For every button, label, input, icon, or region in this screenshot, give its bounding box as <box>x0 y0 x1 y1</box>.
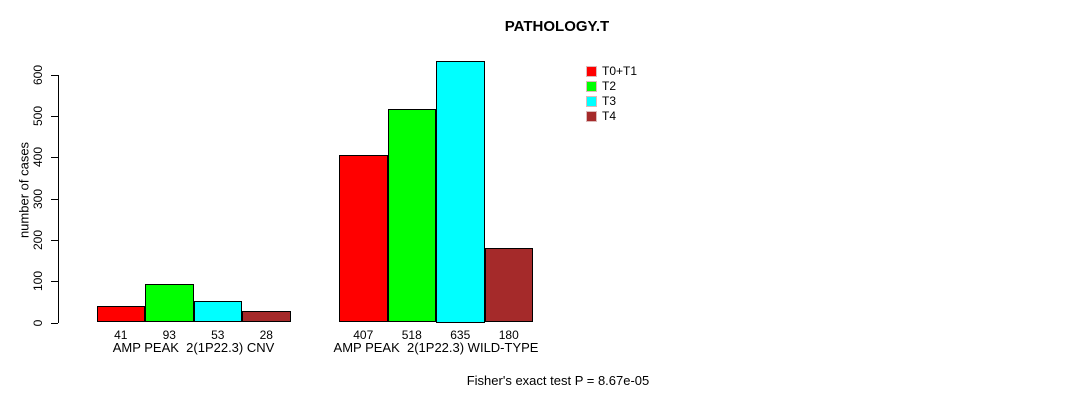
legend-label: T2 <box>602 79 617 93</box>
bar-t3 <box>193 300 242 323</box>
fisher-test-annotation: Fisher's exact test P = 8.67e-05 <box>466 373 650 388</box>
y-tick-mark <box>51 157 58 159</box>
legend-label: T3 <box>602 94 617 108</box>
y-axis-label: number of cases <box>16 141 32 239</box>
y-tick-mark <box>51 239 58 241</box>
group-label: AMP PEAK 2(1P22.3) WILD-TYPE <box>333 340 539 355</box>
y-tick-label: 0 <box>31 319 45 326</box>
legend-swatch <box>586 66 597 77</box>
legend: T0+T1 T2 T3 T4 <box>586 64 638 126</box>
legend-label: T0+T1 <box>602 64 638 78</box>
y-tick-mark <box>51 198 58 200</box>
y-tick-mark <box>51 322 58 324</box>
bar-value-label: 635 <box>450 328 471 342</box>
y-tick-label: 600 <box>31 64 45 85</box>
bar-t4 <box>242 310 291 323</box>
legend-label: T4 <box>602 109 617 123</box>
y-tick-label: 500 <box>31 106 45 127</box>
legend-item: T3 <box>586 94 637 108</box>
bar-value-label: 28 <box>259 328 273 342</box>
y-tick-mark <box>51 281 58 283</box>
bar-t2 <box>387 108 436 323</box>
group-label: AMP PEAK 2(1P22.3) CNV <box>112 340 275 355</box>
bar-value-label: 518 <box>401 328 422 342</box>
bar-t4 <box>484 248 533 323</box>
y-tick-label: 300 <box>31 188 45 209</box>
bar-value-label: 41 <box>114 328 128 342</box>
bar-value-label: 53 <box>211 328 225 342</box>
legend-swatch <box>586 96 597 107</box>
bar-t0-t1 <box>96 305 145 323</box>
y-tick-mark <box>51 74 58 76</box>
bar-value-label: 180 <box>498 328 519 342</box>
legend-item: T0+T1 <box>586 64 638 78</box>
bar-value-label: 93 <box>162 328 176 342</box>
legend-swatch <box>586 81 597 92</box>
legend-item: T2 <box>586 79 637 93</box>
legend-swatch <box>586 111 597 122</box>
bar-t0-t1 <box>339 154 388 323</box>
y-tick-label: 100 <box>31 271 45 292</box>
bar-t3 <box>436 60 485 323</box>
y-axis-line <box>58 74 59 324</box>
chart-title: PATHOLOGY.T <box>504 18 610 35</box>
bar-value-label: 407 <box>353 328 374 342</box>
y-tick-label: 200 <box>31 229 45 250</box>
bar-t2 <box>145 284 194 323</box>
y-tick-mark <box>51 116 58 118</box>
legend-item: T4 <box>586 109 637 123</box>
y-tick-label: 400 <box>31 147 45 168</box>
